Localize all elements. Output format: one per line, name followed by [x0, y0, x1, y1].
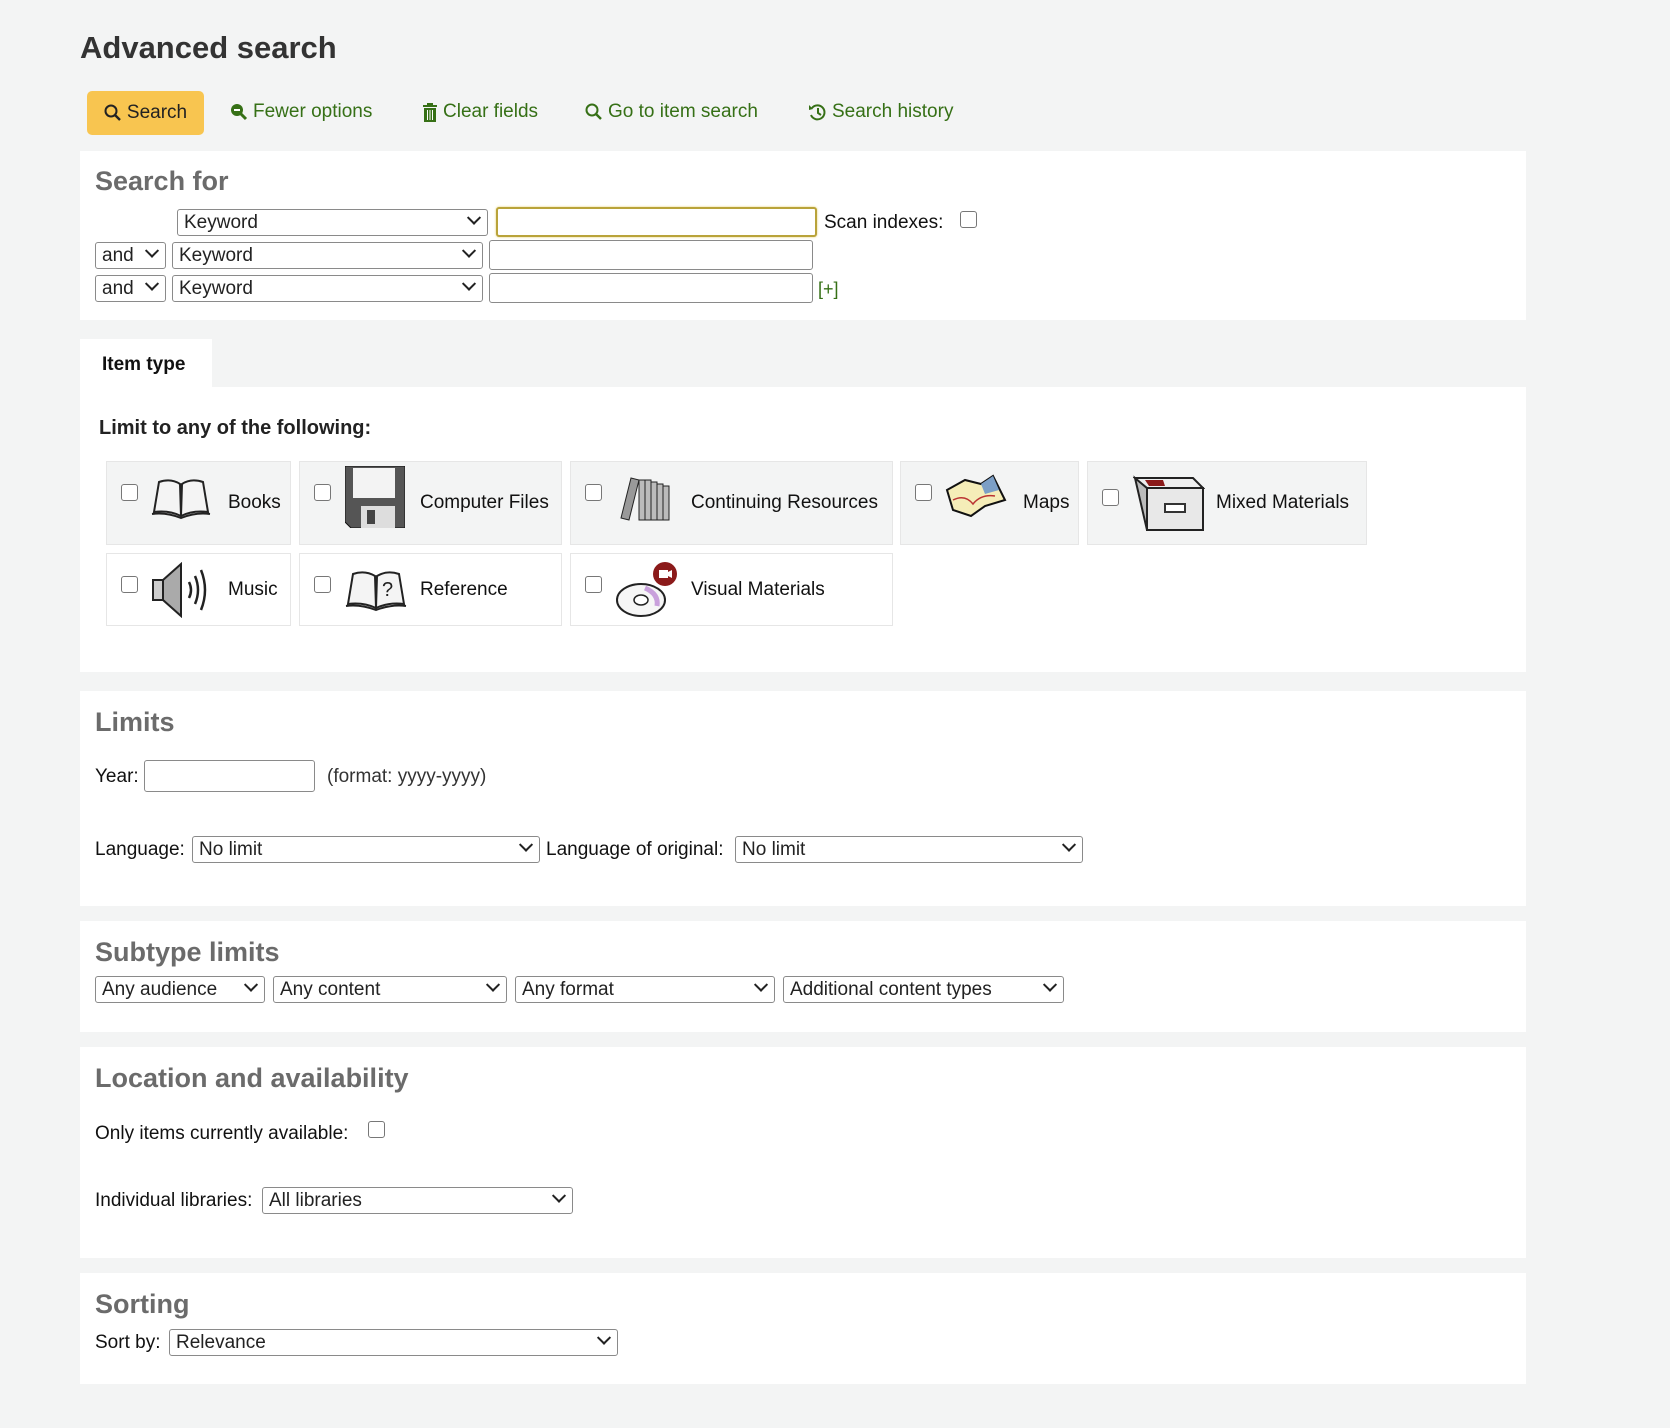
language-original-label: Language of original: — [546, 839, 724, 860]
audience-select[interactable]: Any audience — [95, 976, 265, 1003]
music-checkbox[interactable] — [121, 576, 138, 593]
zoom-out-icon — [231, 104, 248, 121]
item-type-books[interactable]: Books — [106, 461, 291, 545]
floppy-disk-icon — [345, 466, 405, 528]
search-term-input-1[interactable] — [496, 207, 817, 237]
index-select-1[interactable]: Keyword — [177, 209, 488, 236]
disc-icon — [616, 562, 677, 617]
libraries-label: Individual libraries: — [95, 1190, 253, 1211]
item-type-reference[interactable]: ? Reference — [299, 553, 562, 626]
periodicals-icon — [620, 477, 670, 521]
language-original-select[interactable]: No limit — [735, 836, 1083, 863]
scan-indexes-label: Scan indexes: — [824, 212, 944, 233]
clear-fields-link[interactable]: Clear fields — [422, 101, 538, 123]
item-type-computer-files[interactable]: Computer Files — [299, 461, 562, 545]
file-box-icon — [1133, 475, 1205, 531]
additional-content-select[interactable]: Additional content types — [783, 976, 1064, 1003]
svg-text:?: ? — [382, 579, 393, 601]
sorting-panel: Sorting — [80, 1273, 1526, 1384]
index-select-3[interactable]: Keyword — [172, 275, 483, 302]
fewer-options-link[interactable]: Fewer options — [230, 101, 372, 123]
year-format-hint: (format: yyyy-yyyy) — [327, 766, 487, 787]
format-select[interactable]: Any format — [515, 976, 775, 1003]
item-type-mixed-materials[interactable]: Mixed Materials — [1087, 461, 1367, 545]
history-icon — [809, 103, 826, 120]
limits-heading: Limits — [95, 707, 175, 737]
content-select[interactable]: Any content — [273, 976, 507, 1003]
search-term-input-2[interactable] — [489, 240, 813, 270]
scan-indexes-checkbox[interactable] — [960, 211, 977, 228]
sorting-heading: Sorting — [95, 1289, 190, 1319]
page-title: Advanced search — [80, 30, 337, 65]
language-label: Language: — [95, 839, 185, 860]
search-icon — [585, 103, 602, 120]
search-icon — [104, 104, 121, 121]
available-checkbox[interactable] — [368, 1121, 385, 1138]
item-type-continuing-resources[interactable]: Continuing Resources — [570, 461, 893, 545]
item-search-link[interactable]: Go to item search — [585, 101, 758, 123]
mixed-materials-checkbox[interactable] — [1102, 489, 1119, 506]
book-icon — [151, 479, 211, 520]
subtype-heading: Subtype limits — [95, 937, 280, 967]
item-type-music[interactable]: Music — [106, 553, 291, 626]
books-checkbox[interactable] — [121, 484, 138, 501]
location-panel: Location and availability — [80, 1047, 1526, 1258]
language-select[interactable]: No limit — [192, 836, 540, 863]
index-select-2[interactable]: Keyword — [172, 242, 483, 269]
available-label: Only items currently available: — [95, 1123, 349, 1144]
limits-panel: Limits — [80, 691, 1526, 906]
location-heading: Location and availability — [95, 1063, 409, 1093]
computer-files-checkbox[interactable] — [314, 484, 331, 501]
continuing-resources-checkbox[interactable] — [585, 484, 602, 501]
item-type-maps[interactable]: Maps — [900, 461, 1079, 545]
speaker-icon — [152, 562, 207, 618]
sort-by-select[interactable]: Relevance — [169, 1329, 618, 1356]
limit-heading: Limit to any of the following: — [99, 417, 372, 439]
item-type-visual-materials[interactable]: Visual Materials — [570, 553, 893, 626]
add-row-link[interactable]: [+] — [818, 279, 839, 299]
libraries-select[interactable]: All libraries — [262, 1187, 573, 1214]
search-term-input-3[interactable] — [489, 273, 813, 303]
year-label: Year: — [95, 766, 139, 787]
search-history-link[interactable]: Search history — [808, 101, 953, 123]
visual-materials-checkbox[interactable] — [585, 576, 602, 593]
operator-select-2[interactable]: and — [95, 242, 166, 269]
sort-by-label: Sort by: — [95, 1332, 161, 1353]
year-input[interactable] — [144, 760, 315, 792]
tab-item-type[interactable]: Item type — [80, 339, 212, 387]
search-for-heading: Search for — [95, 166, 229, 196]
reference-book-icon: ? — [345, 571, 407, 612]
reference-checkbox[interactable] — [314, 576, 331, 593]
maps-checkbox[interactable] — [915, 484, 932, 501]
search-button[interactable]: Search — [87, 91, 204, 135]
operator-select-3[interactable]: and — [95, 275, 166, 302]
map-icon — [945, 474, 1007, 518]
trash-icon — [423, 102, 437, 122]
